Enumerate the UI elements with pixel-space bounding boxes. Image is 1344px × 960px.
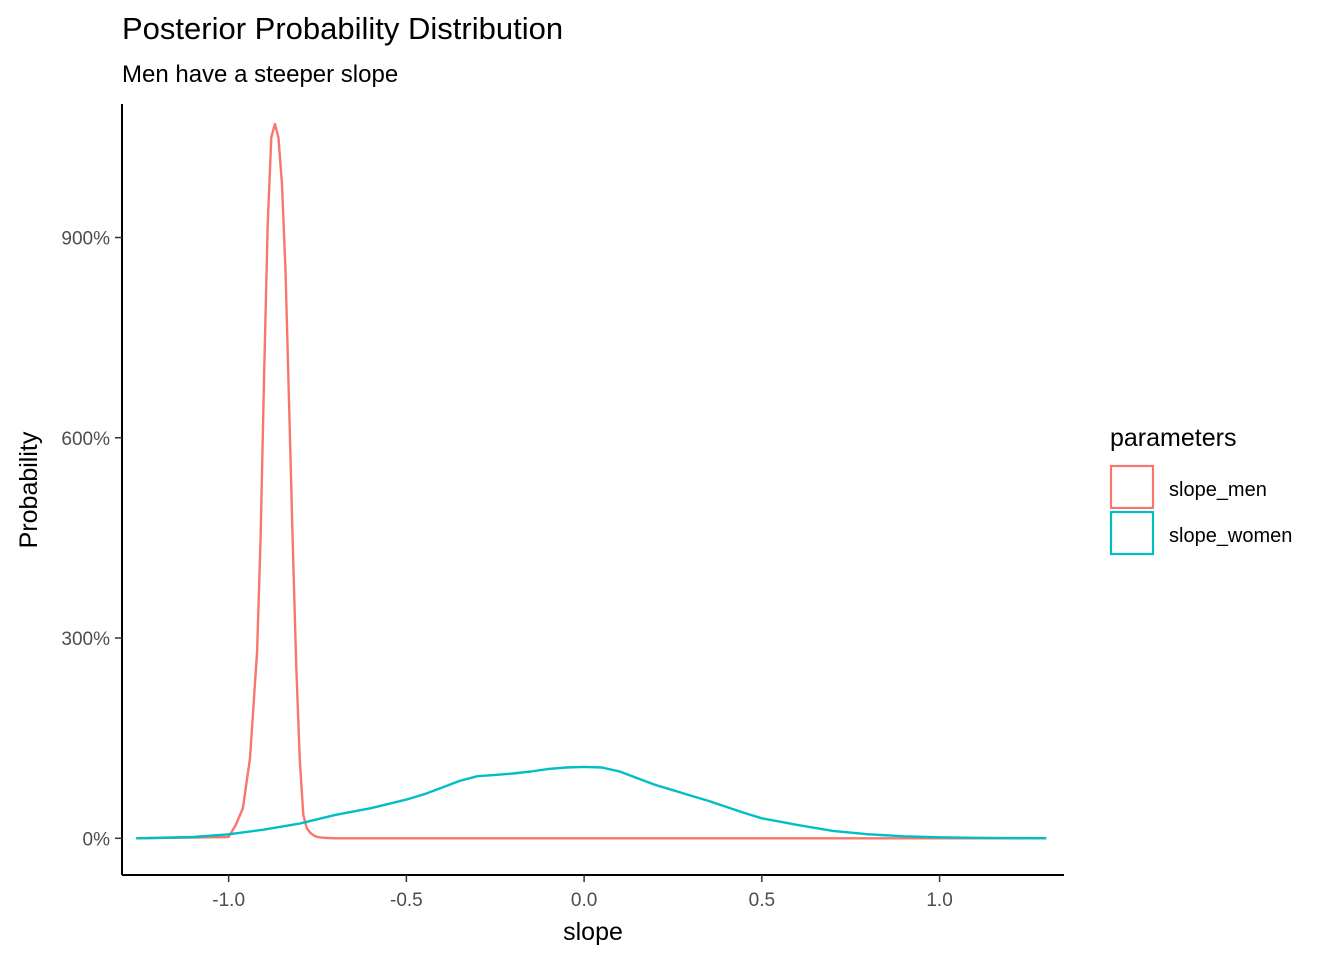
y-axis-ticks: 0% 300% 600% 900%	[61, 229, 122, 850]
series-line-slope-women	[136, 765, 1047, 840]
y-tick-label: 300%	[61, 629, 110, 650]
y-tick-label: 0%	[83, 829, 111, 850]
x-tick-label: 0.5	[749, 890, 775, 911]
plot-area	[136, 122, 1047, 840]
legend-label-slope-men: slope_men	[1169, 479, 1267, 501]
y-axis-title: Probability	[15, 431, 43, 548]
legend: parameters slope_men slope_women	[1109, 424, 1292, 556]
series-line-slope-men	[136, 122, 1047, 840]
x-tick-label: 0.0	[571, 890, 597, 911]
legend-key-slope-women	[1109, 510, 1155, 556]
y-tick-label: 900%	[61, 229, 110, 250]
x-tick-label: -0.5	[390, 890, 423, 911]
x-axis-title: slope	[563, 918, 623, 946]
y-tick-label: 600%	[61, 429, 110, 450]
x-tick-label: 1.0	[926, 890, 952, 911]
chart-subtitle: Men have a steeper slope	[122, 61, 398, 88]
legend-key-slope-men	[1109, 464, 1155, 510]
x-tick-label: -1.0	[212, 890, 245, 911]
legend-label-slope-women: slope_women	[1169, 525, 1292, 547]
chart-title: Posterior Probability Distribution	[122, 11, 563, 46]
x-axis-ticks: -1.0 -0.5 0.0 0.5 1.0	[212, 875, 953, 911]
legend-title: parameters	[1110, 424, 1236, 452]
